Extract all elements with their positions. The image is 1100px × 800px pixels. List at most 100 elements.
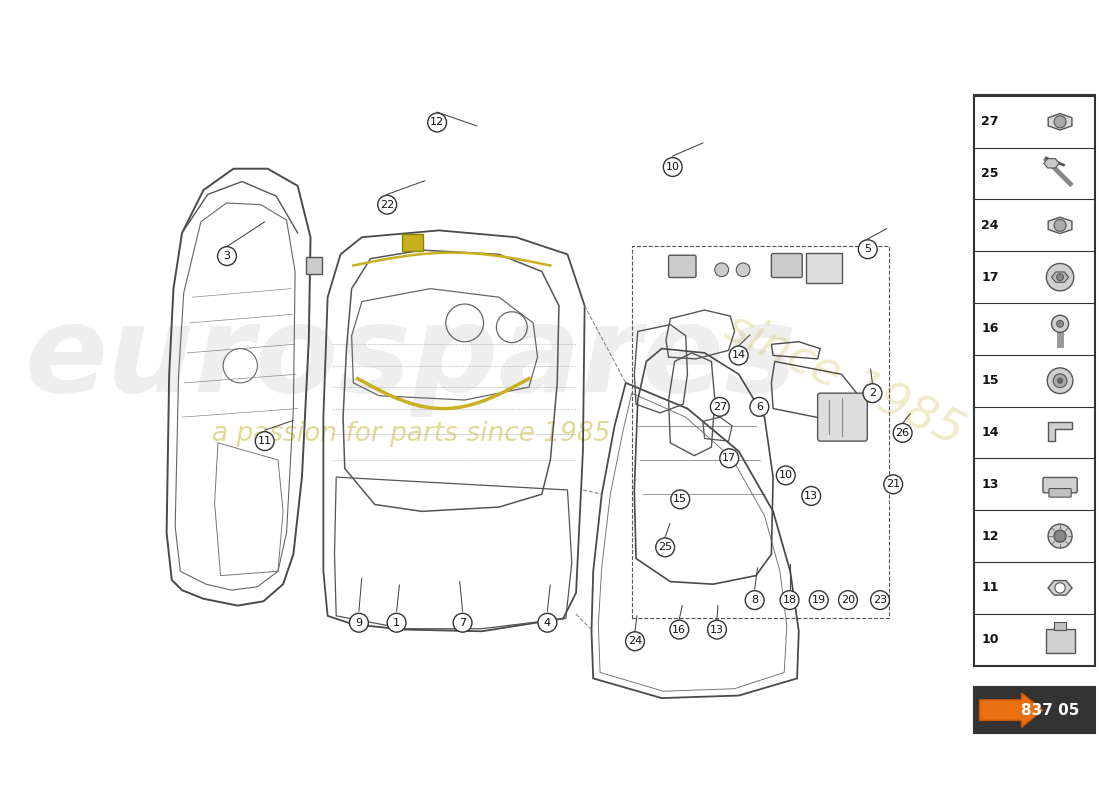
Text: 10: 10 [981, 633, 999, 646]
Text: 16: 16 [672, 625, 686, 634]
Text: 17: 17 [981, 270, 999, 284]
Text: 15: 15 [673, 494, 688, 504]
Circle shape [1054, 530, 1066, 542]
Circle shape [1046, 263, 1074, 291]
Polygon shape [979, 693, 1043, 727]
FancyBboxPatch shape [974, 687, 1096, 734]
Text: 13: 13 [804, 491, 818, 501]
Text: 4: 4 [543, 618, 551, 628]
Text: 19: 19 [812, 595, 826, 605]
Circle shape [1057, 274, 1064, 281]
Text: 2: 2 [869, 388, 876, 398]
Circle shape [1055, 582, 1065, 593]
Circle shape [810, 590, 828, 610]
Text: 11: 11 [981, 582, 999, 594]
Polygon shape [1048, 217, 1071, 234]
Polygon shape [1048, 422, 1072, 441]
Circle shape [707, 620, 726, 639]
Circle shape [453, 614, 472, 632]
Polygon shape [1048, 114, 1071, 130]
Text: since 1985: since 1985 [717, 305, 971, 454]
FancyBboxPatch shape [403, 234, 422, 251]
Text: 8: 8 [751, 595, 758, 605]
Text: 17: 17 [723, 454, 736, 463]
Polygon shape [1048, 581, 1072, 595]
FancyBboxPatch shape [1049, 489, 1071, 497]
Circle shape [711, 398, 729, 416]
Text: 16: 16 [981, 322, 999, 335]
Text: 11: 11 [257, 436, 272, 446]
Circle shape [719, 449, 739, 468]
Circle shape [746, 590, 764, 610]
Circle shape [218, 246, 236, 266]
Circle shape [858, 240, 877, 258]
Polygon shape [1044, 158, 1059, 168]
Circle shape [1054, 219, 1066, 231]
Text: 20: 20 [840, 595, 855, 605]
Text: 12: 12 [981, 530, 999, 542]
Circle shape [780, 590, 799, 610]
FancyBboxPatch shape [669, 255, 696, 278]
FancyBboxPatch shape [1043, 478, 1077, 493]
Text: 13: 13 [710, 625, 724, 634]
Text: 27: 27 [981, 115, 999, 128]
Circle shape [377, 195, 397, 214]
Polygon shape [1052, 272, 1068, 282]
Circle shape [656, 538, 674, 557]
Text: 12: 12 [430, 118, 444, 127]
Text: 6: 6 [756, 402, 763, 412]
Text: 13: 13 [981, 478, 999, 490]
Circle shape [736, 263, 750, 277]
Circle shape [1057, 320, 1064, 327]
FancyBboxPatch shape [1045, 629, 1075, 653]
Text: 7: 7 [459, 618, 466, 628]
Text: 10: 10 [666, 162, 680, 172]
Circle shape [663, 158, 682, 177]
Text: 21: 21 [887, 479, 900, 490]
Text: a passion for parts since 1985: a passion for parts since 1985 [211, 422, 609, 447]
Circle shape [750, 398, 769, 416]
Text: 14: 14 [732, 350, 746, 361]
Circle shape [1057, 378, 1063, 383]
Circle shape [1053, 374, 1067, 387]
FancyBboxPatch shape [974, 95, 1096, 666]
Text: 27: 27 [713, 402, 727, 412]
FancyBboxPatch shape [306, 257, 321, 274]
Text: 5: 5 [865, 244, 871, 254]
FancyBboxPatch shape [771, 254, 802, 278]
Circle shape [838, 590, 857, 610]
Text: 1: 1 [393, 618, 400, 628]
Circle shape [671, 490, 690, 509]
Circle shape [255, 432, 274, 450]
Text: 837 05: 837 05 [1021, 702, 1079, 718]
Circle shape [428, 113, 447, 132]
FancyBboxPatch shape [805, 253, 842, 283]
Circle shape [715, 263, 728, 277]
Circle shape [1054, 116, 1066, 128]
Text: 10: 10 [779, 470, 793, 480]
Circle shape [1048, 524, 1072, 548]
Circle shape [1052, 315, 1068, 332]
Circle shape [538, 614, 557, 632]
Circle shape [729, 346, 748, 365]
FancyBboxPatch shape [817, 393, 867, 441]
Circle shape [387, 614, 406, 632]
Text: 26: 26 [895, 428, 910, 438]
Circle shape [802, 486, 821, 506]
Text: 25: 25 [658, 542, 672, 552]
Circle shape [350, 614, 368, 632]
Text: 24: 24 [981, 219, 999, 232]
Text: 25: 25 [981, 167, 999, 180]
Circle shape [1047, 368, 1072, 394]
Text: 3: 3 [223, 251, 231, 261]
Text: 14: 14 [981, 426, 999, 439]
Text: 24: 24 [628, 636, 642, 646]
Circle shape [670, 620, 689, 639]
Circle shape [864, 384, 882, 402]
Text: 18: 18 [782, 595, 796, 605]
Circle shape [893, 423, 912, 442]
Text: 23: 23 [873, 595, 887, 605]
Text: 9: 9 [355, 618, 363, 628]
Circle shape [777, 466, 795, 485]
Text: eurospares: eurospares [24, 300, 798, 418]
